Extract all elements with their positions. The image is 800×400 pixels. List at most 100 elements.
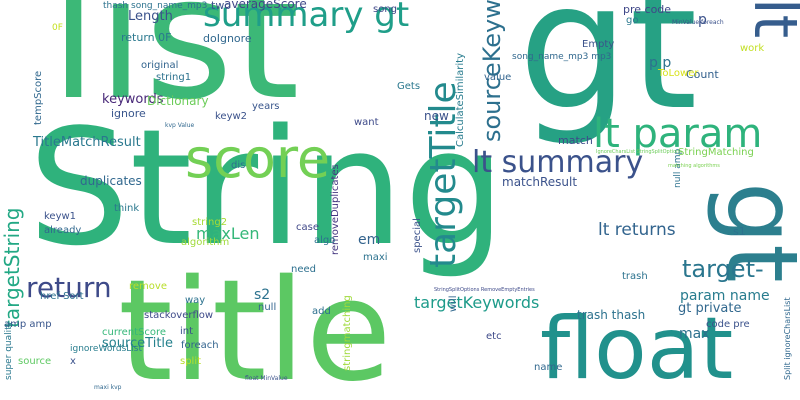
word-gets: Gets — [397, 81, 421, 92]
word-duplicates: duplicates — [80, 174, 142, 188]
word-maxi: maxi — [363, 252, 388, 263]
word-etc: etc — [486, 331, 502, 342]
word-matchresult: matchResult — [502, 175, 578, 189]
word-pre-code: pre code — [623, 3, 672, 16]
word-s2: s2 — [254, 287, 271, 303]
word-song-name-mp3-mp3: song_name_mp3 mp3 — [512, 52, 612, 62]
word-way: way — [185, 295, 206, 306]
word-score: score — [185, 127, 331, 190]
word-ignorecharslist-stringsplitoptions: IgnoreCharsList StringSplitOptions — [596, 149, 682, 155]
word-stringmatching: stringmatching — [342, 295, 353, 371]
word-gt-private: gt private — [678, 301, 742, 316]
word-em: em — [358, 232, 381, 248]
word-0f: 0F — [52, 23, 63, 33]
word-minvalue-foreach: MinValue foreach — [672, 19, 724, 26]
word-case: case — [296, 222, 319, 233]
word-targetkeywords: targetKeywords — [414, 293, 540, 312]
word-x: x — [70, 356, 76, 367]
word-string1: string1 — [156, 72, 192, 83]
word-trash-thash: trash thash — [577, 308, 646, 322]
word-maxlen: maxLen — [196, 224, 260, 243]
word-p-p: p p — [649, 55, 672, 71]
word-empty: Empty — [582, 39, 615, 50]
word-kvp-value: kvp Value — [165, 122, 195, 129]
word-want: want — [354, 117, 379, 128]
word-list: list — [50, 0, 300, 138]
word-tempscore: tempScore — [33, 70, 44, 125]
word-lt-summary: lt summary — [472, 145, 644, 180]
word-stackoverflow: stackoverflow — [144, 310, 214, 321]
word-foreach: foreach — [181, 340, 219, 351]
word-doignore: doIgnore — [203, 32, 252, 45]
word-algorithm: algorithm — [181, 237, 230, 248]
word-lt-param: lt param — [593, 111, 763, 157]
word-target: target- — [682, 255, 764, 283]
word-split-ignorecharslist: Split ignoreCharsList — [783, 297, 792, 380]
word-original: original — [141, 60, 179, 71]
word-super-quality: super quality — [4, 321, 14, 380]
word-name: name — [534, 362, 563, 373]
word-float-minvalue: float MinValue — [245, 375, 288, 382]
word-href-sort: href Sort — [40, 291, 84, 302]
word-stringmatching-cap: StringMatching — [678, 147, 754, 158]
word-tolower: ToLower — [658, 68, 699, 79]
word-need: need — [291, 264, 316, 275]
word-special: special — [412, 218, 423, 253]
word-song: song — [373, 4, 398, 15]
word-split: split — [180, 356, 202, 367]
word-stringsplitoptions-removeemptyentries: StringSplitOptions RemoveEmptyEntries — [434, 287, 535, 293]
word-summary-gt: summary gt — [203, 0, 410, 35]
word-lt-rotated: lt — [740, 0, 800, 39]
word-null: null — [258, 302, 277, 313]
word-maxi-kvp: maxi kvp — [94, 384, 122, 391]
word-title: title — [118, 250, 392, 400]
word-averagescore: averageScore — [224, 0, 307, 11]
word-amp-amp: amp amp — [4, 319, 52, 330]
word-max: max — [679, 326, 710, 342]
word-length: Length — [128, 9, 173, 24]
word-new: new — [424, 109, 449, 123]
word-keyw2: keyw2 — [215, 111, 248, 122]
word-source: source — [18, 356, 52, 367]
word-currentscore: currentScore — [102, 327, 167, 338]
word-two: two — [211, 0, 232, 12]
word-titlematchresult: TitleMatchResult — [33, 135, 141, 150]
word-targetstring: targetString — [0, 207, 24, 329]
word-string: String — [28, 94, 506, 281]
word-algo: algo — [314, 235, 336, 246]
word-int: int — [180, 326, 194, 337]
word-return: return — [26, 271, 112, 304]
word-keyw1: keyw1 — [44, 211, 77, 222]
word-trash: trash — [622, 271, 648, 282]
word-ignorewordslist: ignoreWordsList — [70, 344, 143, 354]
word-already: already — [44, 225, 82, 236]
word-think: think — [114, 203, 140, 214]
word-dis: dis — [231, 160, 246, 171]
word-calculatesimilarity: CalculateSimilarity — [455, 53, 466, 147]
word-work: work — [740, 43, 765, 54]
word-value: value — [484, 72, 512, 83]
word-go: go — [626, 15, 639, 26]
word-string2: string2 — [192, 217, 228, 228]
word-thash-song-name-mp3: thash song_name_mp3 — [103, 1, 208, 11]
word-sourcetitle: sourceTitle — [102, 336, 174, 351]
word-return-0f: return 0F — [121, 31, 172, 44]
word-add: add — [312, 306, 331, 317]
word-match: match — [558, 134, 593, 147]
word-param-name: param name — [680, 288, 770, 304]
word-count: Count — [686, 68, 719, 81]
word-will: will — [448, 295, 459, 312]
word-lt-returns: lt returns — [598, 220, 676, 240]
word-s1: s1 — [733, 225, 746, 238]
word-dictionary: Dictionary — [147, 94, 209, 108]
word-ignore: ignore — [111, 107, 146, 120]
word-sourcekeywords: sourceKeywords — [478, 0, 506, 142]
word-float: float — [540, 299, 734, 399]
word-code-pre: code pre — [706, 319, 750, 330]
word-matching-algorithms: matching algorithms — [668, 163, 720, 169]
word-years: years — [252, 101, 280, 112]
word-p: p — [698, 12, 707, 28]
word-keywords: keywords — [102, 92, 164, 107]
word-remove: remove — [129, 281, 167, 292]
